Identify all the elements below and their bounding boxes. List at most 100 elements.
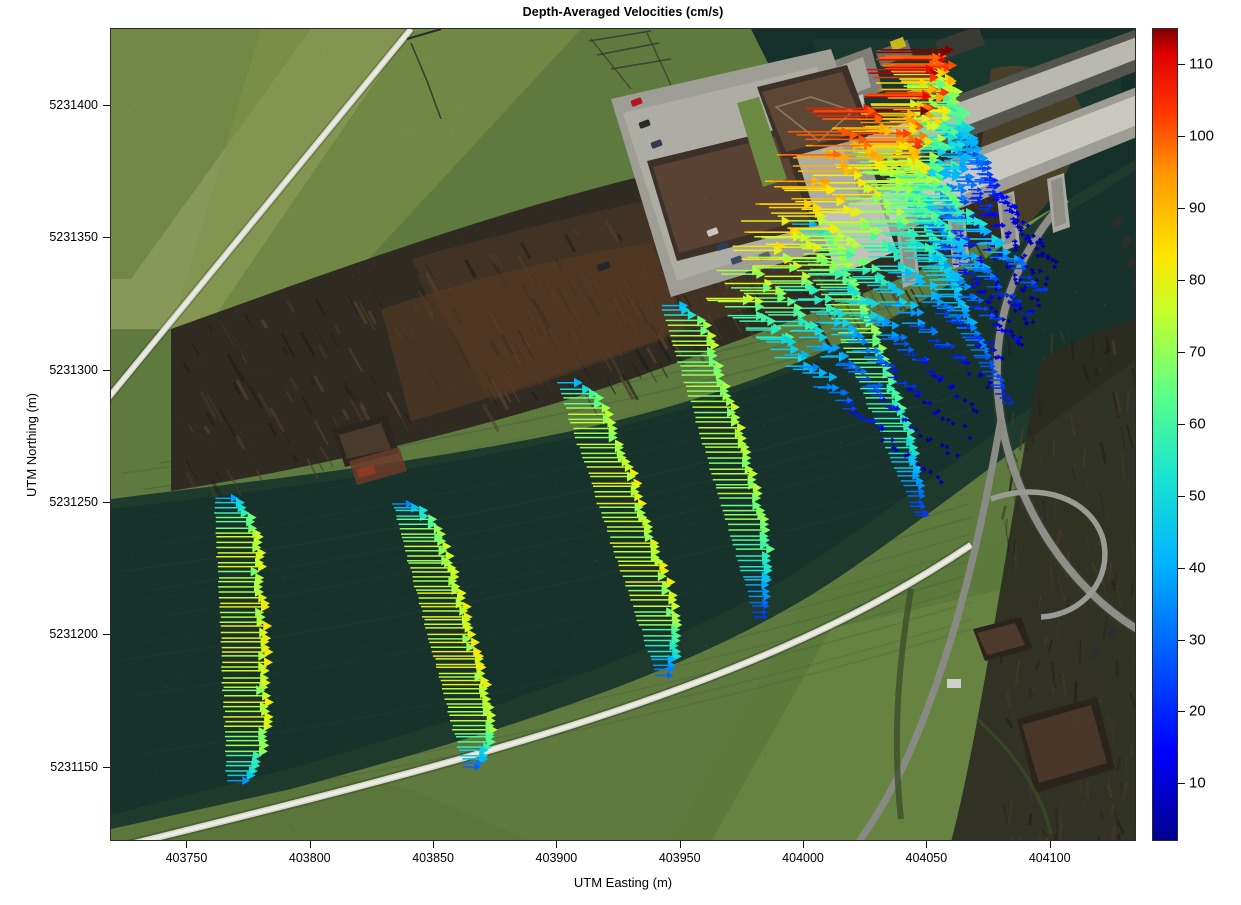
velocity-arrow xyxy=(967,435,973,441)
velocity-arrow xyxy=(1000,356,1006,362)
velocity-arrow xyxy=(860,347,882,355)
velocity-arrow xyxy=(1039,240,1045,246)
velocity-arrow xyxy=(699,428,744,439)
velocity-arrow xyxy=(217,561,268,572)
velocity-arrow xyxy=(584,456,631,467)
velocity-arrow xyxy=(1036,302,1042,309)
velocity-arrow xyxy=(799,363,821,371)
velocity-arrow xyxy=(1029,295,1035,301)
velocity-arrow xyxy=(692,402,740,413)
velocity-arrow xyxy=(226,750,262,761)
velocity-arrow xyxy=(214,502,247,513)
velocity-arrow xyxy=(987,347,998,353)
velocity-arrow xyxy=(1018,225,1024,231)
velocity-arrow xyxy=(739,316,777,327)
velocity-arrow xyxy=(908,424,914,430)
velocity-arrow xyxy=(622,571,667,582)
velocity-arrow xyxy=(719,493,762,503)
velocity-arrow xyxy=(732,312,770,323)
velocity-arrow xyxy=(987,380,993,386)
velocity-arrow xyxy=(816,309,847,320)
velocity-arrow xyxy=(634,607,676,617)
velocity-arrow xyxy=(953,393,960,399)
velocity-arrow xyxy=(399,523,443,534)
velocity-arrow xyxy=(1034,277,1040,284)
velocity-arrow xyxy=(427,633,472,644)
velocity-arrow xyxy=(1035,253,1041,259)
velocity-arrow xyxy=(443,688,490,699)
velocity-arrow xyxy=(877,287,906,298)
velocity-arrow xyxy=(859,376,898,387)
velocity-arrow xyxy=(392,500,414,508)
velocity-arrow xyxy=(913,393,922,399)
y-tick-mark xyxy=(103,237,110,239)
velocity-arrow xyxy=(457,736,496,747)
velocity-arrow xyxy=(215,493,239,503)
velocity-arrow xyxy=(986,373,1003,380)
colorbar-tick-mark xyxy=(1178,207,1185,209)
velocity-arrow xyxy=(665,315,707,326)
velocity-arrow xyxy=(962,398,968,404)
colorbar-tick-label: 70 xyxy=(1189,343,1206,361)
velocity-arrow xyxy=(985,247,1012,258)
velocity-arrow xyxy=(998,222,1007,229)
velocity-arrow xyxy=(1012,272,1018,278)
velocity-arrow xyxy=(971,191,985,197)
velocity-arrow xyxy=(221,642,271,653)
velocity-arrow xyxy=(913,427,919,433)
velocity-arrow xyxy=(427,629,477,640)
x-tick-mark xyxy=(679,841,681,848)
y-tick-mark xyxy=(103,502,110,504)
velocity-arrow xyxy=(1020,311,1033,317)
velocity-arrow xyxy=(676,350,718,361)
x-tick-mark xyxy=(186,841,188,848)
velocity-arrow xyxy=(1015,224,1021,230)
velocity-arrow xyxy=(463,759,483,767)
velocity-arrow xyxy=(708,458,752,469)
velocity-arrow xyxy=(880,437,886,443)
x-tick-label: 404000 xyxy=(782,851,824,865)
velocity-arrow xyxy=(644,640,679,651)
velocity-arrow xyxy=(882,363,897,369)
velocity-arrow xyxy=(935,474,941,480)
velocity-arrow xyxy=(711,468,759,479)
velocity-arrow xyxy=(874,72,939,83)
velocity-arrow xyxy=(687,391,732,401)
x-tick-mark xyxy=(926,841,928,848)
velocity-arrow xyxy=(945,450,951,456)
velocity-arrow xyxy=(871,100,926,111)
velocity-arrow xyxy=(828,287,862,298)
velocity-arrow xyxy=(973,267,994,275)
velocity-arrow xyxy=(987,283,1004,290)
velocity-arrow xyxy=(831,323,858,334)
velocity-arrow xyxy=(988,294,995,300)
velocity-arrow xyxy=(793,325,824,336)
velocity-arrow xyxy=(1025,233,1031,239)
velocity-arrow xyxy=(422,606,469,616)
velocity-arrow xyxy=(594,491,644,502)
velocity-arrow xyxy=(970,194,984,201)
velocity-arrow xyxy=(895,406,901,412)
velocity-arrow xyxy=(560,384,592,395)
velocity-arrow xyxy=(978,372,984,378)
velocity-arrow xyxy=(939,479,945,485)
velocity-arrow xyxy=(921,297,945,307)
velocity-arrow xyxy=(1035,246,1041,252)
velocity-arrow xyxy=(990,197,1001,203)
colorbar-tick-label: 110 xyxy=(1189,55,1213,73)
velocity-arrow xyxy=(224,746,268,757)
velocity-arrow xyxy=(222,685,266,696)
velocity-arrow xyxy=(822,114,885,124)
velocity-arrow xyxy=(766,337,797,347)
velocity-arrow xyxy=(568,409,615,420)
colorbar-tick-mark xyxy=(1178,567,1185,569)
velocity-arrow xyxy=(1011,219,1017,226)
velocity-arrow xyxy=(219,617,266,628)
velocity-arrow xyxy=(695,416,741,427)
velocity-arrow xyxy=(407,551,455,561)
velocity-arrow xyxy=(970,401,976,407)
velocity-arrow xyxy=(1025,223,1031,229)
colorbar-tick-label: 100 xyxy=(1189,127,1215,145)
velocity-arrow xyxy=(672,340,720,351)
velocity-arrow xyxy=(1018,305,1024,312)
